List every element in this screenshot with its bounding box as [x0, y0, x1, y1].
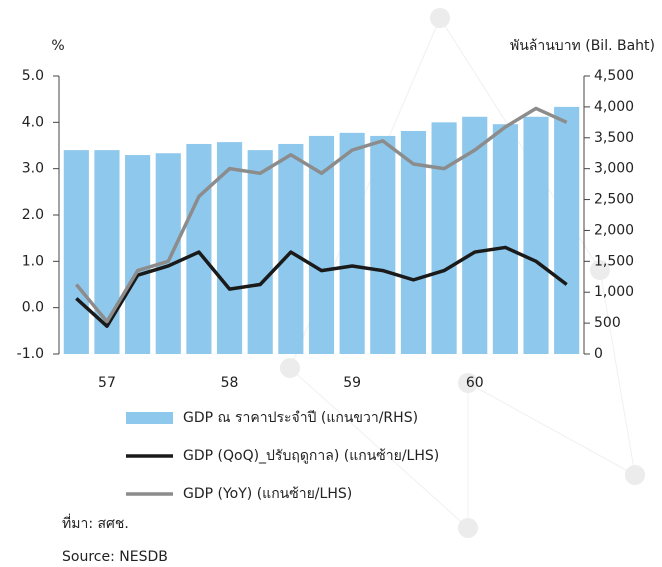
bar [492, 124, 518, 354]
y-axis-label: % [51, 38, 64, 54]
y2-tick-label: 500 [594, 315, 621, 331]
bar [370, 135, 396, 354]
line-series [75, 245, 568, 328]
bar [339, 132, 365, 354]
y2-tick-label: 0 [594, 346, 603, 362]
y2-tick-label: 1,500 [594, 253, 634, 269]
bar [554, 106, 580, 354]
y-tick-label: 2.0 [22, 207, 44, 223]
y-tick-label: 1.0 [22, 253, 44, 269]
legend-label: GDP (QoQ)_ปรับฤดูกาล) (แกนซ้าย/LHS) [183, 448, 439, 464]
bar [155, 153, 181, 354]
bar [125, 155, 151, 354]
bar [216, 142, 243, 354]
bar [247, 150, 273, 354]
bar [278, 143, 304, 354]
x-tick-label: 60 [466, 375, 484, 391]
y2-tick-label: 3,000 [594, 161, 634, 177]
y-tick-label: 0.0 [22, 300, 44, 316]
y2-axis-label: พันล้านบาท (Bil. Baht) [510, 38, 655, 54]
legend-swatch [126, 412, 173, 424]
x-tick-label: 59 [343, 375, 361, 391]
line-series [74, 106, 568, 324]
bar [400, 130, 427, 354]
bar [186, 143, 212, 354]
bar [462, 116, 488, 354]
y-tick-label: 4.0 [22, 114, 44, 130]
y2-tick-label: 2,000 [594, 222, 634, 238]
x-tick-label: 58 [221, 375, 239, 391]
y2-tick-label: 4,500 [594, 68, 634, 84]
x-tick-label: 57 [98, 375, 116, 391]
bar [63, 150, 89, 354]
bar [431, 122, 457, 354]
bar [523, 116, 549, 354]
y-tick-label: 3.0 [22, 161, 44, 177]
y2-tick-label: 2,500 [594, 192, 634, 208]
legend-label: GDP ณ ราคาประจำปี (แกนขวา/RHS) [183, 410, 418, 426]
source-th: ที่มา: สศช. [62, 514, 129, 532]
y2-tick-label: 1,000 [594, 284, 634, 300]
y2-tick-label: 3,500 [594, 130, 634, 146]
background-decoration [280, 8, 645, 538]
source-en: Source: NESDB [62, 549, 168, 565]
y2-tick-label: 4,000 [594, 99, 634, 115]
y-tick-label: 5.0 [22, 68, 44, 84]
y-tick-label: -1.0 [17, 346, 44, 362]
legend-label: GDP (YoY) (แกนซ้าย/LHS) [183, 486, 352, 502]
